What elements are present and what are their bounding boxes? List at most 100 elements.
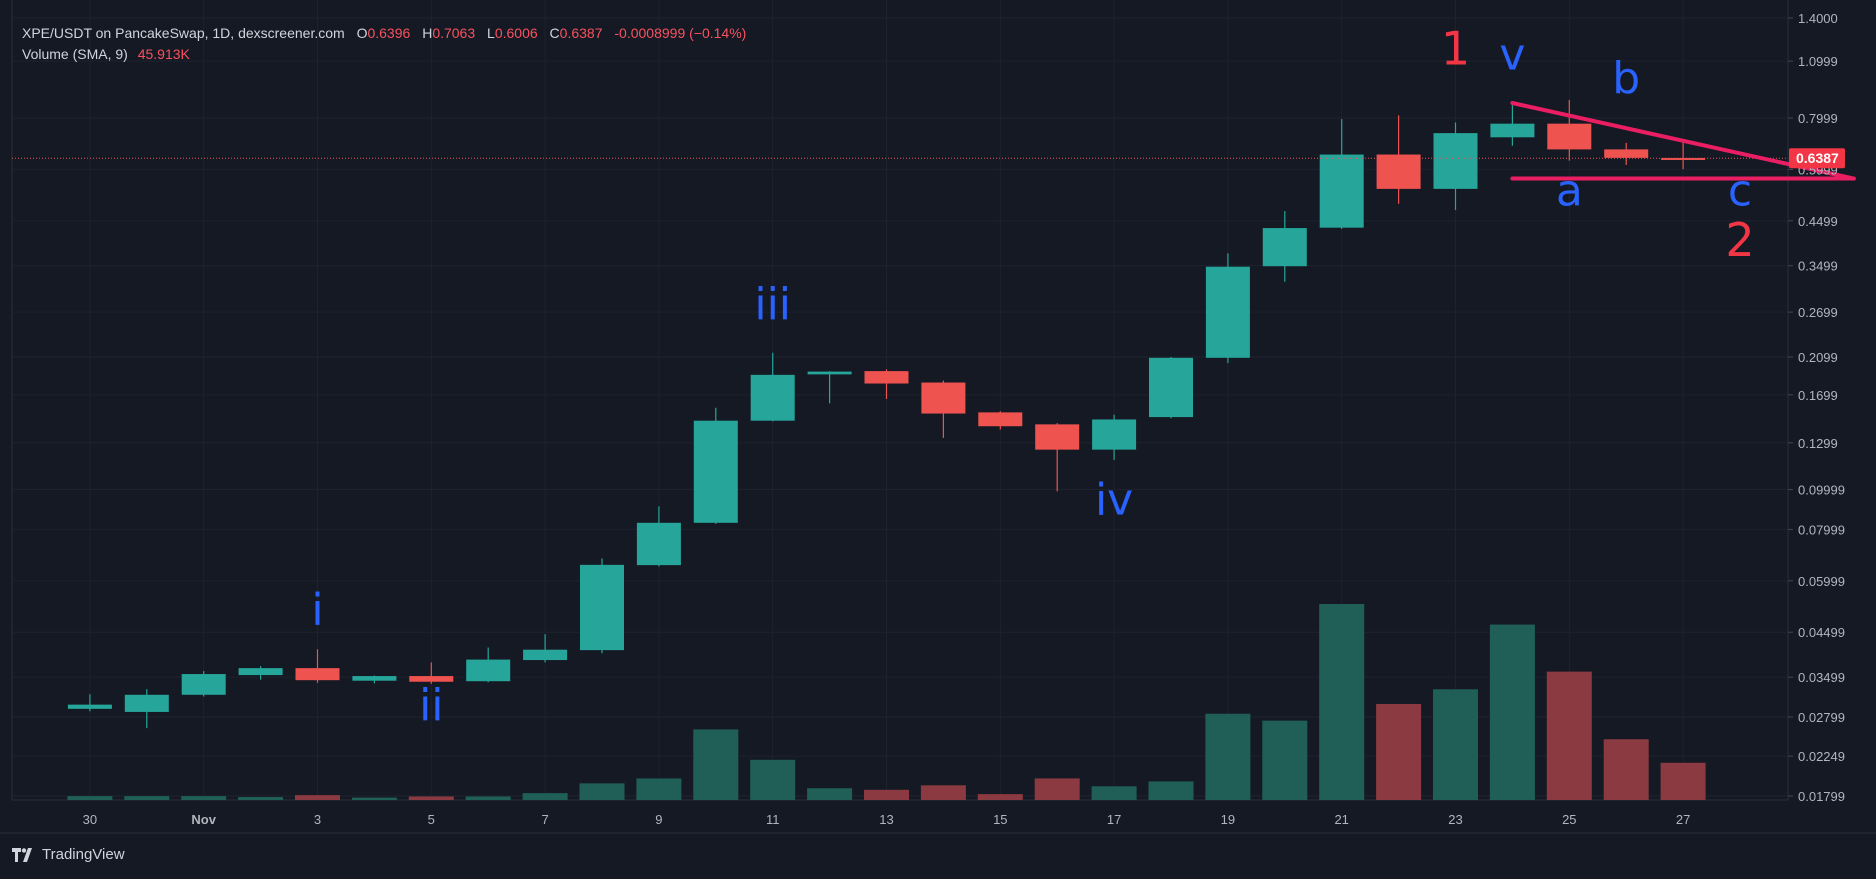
volume-bar [1091,786,1137,800]
price-tick-label: 1.0999 [1798,54,1838,69]
wave-label[interactable]: iii [754,279,791,330]
last-price-tag-text: 0.6387 [1796,150,1839,166]
volume-bar [1603,739,1649,800]
candle [67,694,112,712]
wave-label[interactable]: a [1556,166,1583,217]
candle [978,411,1023,430]
tradingview-branding[interactable]: TradingView [12,846,125,863]
volume-label[interactable]: Volume (SMA, 9) [22,46,128,62]
candle [124,689,169,729]
volume-bar [408,796,454,800]
time-tick-label: 27 [1676,812,1690,827]
wave-label[interactable]: 2 [1725,213,1754,267]
volume-bar [181,796,227,800]
wave-label[interactable]: 1 [1441,21,1470,75]
wave-label[interactable]: v [1499,29,1525,80]
volume-bar [238,797,284,800]
volume-bar [1319,604,1365,800]
chart-legend: XPE/USDT on PancakeSwap, 1D, dexscreener… [22,23,746,65]
price-tick-label: 0.09999 [1798,483,1845,498]
time-tick-label: 7 [541,812,548,827]
candle [1149,356,1193,419]
price-tick-label: 0.3499 [1798,259,1838,274]
volume-bar [1205,713,1251,800]
volume-bar [351,797,397,800]
price-tick-label: 0.1299 [1798,436,1838,451]
tradingview-logo-icon [12,847,32,862]
candle [750,352,795,422]
candle [295,649,340,683]
price-tick-label: 0.01799 [1798,789,1845,804]
time-tick-label: 23 [1448,812,1462,827]
volume-bar [1489,624,1535,800]
change-value: -0.0008999 (−0.14%) [614,25,747,41]
close-value: 0.6387 [559,25,603,41]
time-axis[interactable]: 30 Nov 3 5 7 9 11 13 15 17 19 21 23 25 27 [83,812,1691,827]
price-tick-label: 0.03499 [1798,670,1845,685]
price-tick-label: 0.05999 [1798,574,1845,589]
volume-bar [750,759,796,800]
candle [409,662,454,684]
volume-bar [579,783,625,800]
volume-bar [1148,781,1194,800]
candle [1092,414,1137,460]
last-price-tag: 0.6387 [1789,148,1845,169]
volume-bar [920,785,966,800]
volume-bar [465,796,511,800]
candle [864,369,909,399]
time-tick-label: 5 [428,812,435,827]
price-axis[interactable]: 1.40001.09990.79990.59990.44990.34990.26… [1788,11,1845,804]
volume-bar [124,796,170,800]
price-tick-label: 0.4499 [1798,214,1838,229]
open-value: 0.6396 [367,25,411,41]
candle [466,647,511,683]
volume-bar [1433,689,1478,800]
branding-text: TradingView [42,846,125,863]
volume-bar [864,789,909,800]
volume-bar [1660,762,1706,800]
time-tick-label: 17 [1107,812,1121,827]
price-tick-label: 0.2099 [1798,350,1838,365]
volume-bar [807,788,853,800]
time-tick-label: 13 [879,812,893,827]
candle [1035,423,1080,492]
candle [1490,105,1535,146]
wave-label[interactable]: iv [1095,474,1133,525]
time-tick-label: 9 [655,812,662,827]
wave-label[interactable]: c [1728,166,1752,217]
time-tick-label: 3 [314,812,321,827]
open-label: O [356,25,368,41]
symbol-title[interactable]: XPE/USDT on PancakeSwap, 1D, dexscreener… [22,25,345,41]
candle [921,380,966,438]
wave-label[interactable]: b [1612,53,1640,104]
close-label: C [549,25,560,41]
time-tick-label: 25 [1562,812,1576,827]
volume-bar [693,729,739,800]
candle [1604,142,1649,165]
volume-row: Volume (SMA, 9) 45.913K [22,44,746,65]
volume-bar [1376,703,1422,800]
volume-bar [67,796,113,800]
price-tick-label: 0.04499 [1798,625,1845,640]
time-tick-label: 19 [1221,812,1235,827]
candle [352,675,397,684]
time-tick-label: 21 [1334,812,1348,827]
candle [238,666,283,680]
price-tick-label: 0.1699 [1798,388,1838,403]
candle [523,634,568,663]
low-value: 0.6006 [494,25,538,41]
candle [1319,119,1364,229]
wave-label[interactable]: i [311,584,323,635]
price-tick-label: 0.07999 [1798,522,1845,537]
candle [580,558,624,654]
price-tick-label: 0.7999 [1798,111,1838,126]
candle [1262,211,1307,282]
wave-label[interactable]: ii [419,680,443,731]
high-label: H [422,25,433,41]
time-tick-label: 11 [766,812,780,827]
volume-bar [295,795,340,800]
volume-bar [1034,778,1080,800]
volume-bar [636,778,682,800]
